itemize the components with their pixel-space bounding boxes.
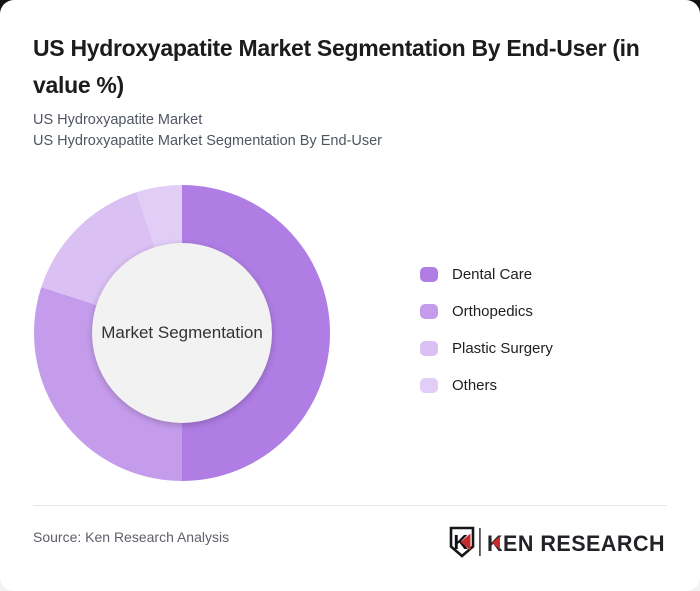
chart-subtitle: US Hydroxyapatite Market US Hydroxyapati… [33,110,382,152]
legend-item-others[interactable]: Others [420,377,553,394]
logo-divider [479,528,481,556]
legend-label-dental-care: Dental Care [452,266,533,283]
ken-research-logo: K KEN RESEARCH [449,526,665,558]
legend-item-plastic-surgery[interactable]: Plastic Surgery [420,340,553,357]
page-title: US Hydroxyapatite Market Segmentation By… [33,35,640,98]
shield-icon: K [449,526,475,558]
subtitle-line-2: US Hydroxyapatite Market Segmentation By… [33,133,382,149]
legend-swatch-plastic-surgery [420,341,438,356]
legend-swatch-dental-care [420,267,438,282]
svg-text:K: K [454,532,469,554]
donut-chart: Market Segmentation [34,185,330,481]
logo-wordmark: KEN RESEARCH [487,531,665,556]
footer-divider [33,505,667,506]
source-text: Source: Ken Research Analysis [33,529,230,545]
legend-label-plastic-surgery: Plastic Surgery [452,340,553,357]
chart-legend: Dental Care Orthopedics Plastic Surgery … [420,266,553,415]
legend-swatch-orthopedics [420,304,438,319]
legend-label-others: Others [452,377,498,394]
donut-center-circle: Market Segmentation [92,243,272,423]
legend-item-orthopedics[interactable]: Orthopedics [420,303,553,320]
logo-k-accent [492,536,500,550]
legend-label-orthopedics: Orthopedics [452,303,533,320]
legend-swatch-others [420,378,438,393]
subtitle-line-1: US Hydroxyapatite Market [33,112,203,128]
donut-center-label: Market Segmentation [101,323,263,342]
legend-item-dental-care[interactable]: Dental Care [420,266,553,283]
